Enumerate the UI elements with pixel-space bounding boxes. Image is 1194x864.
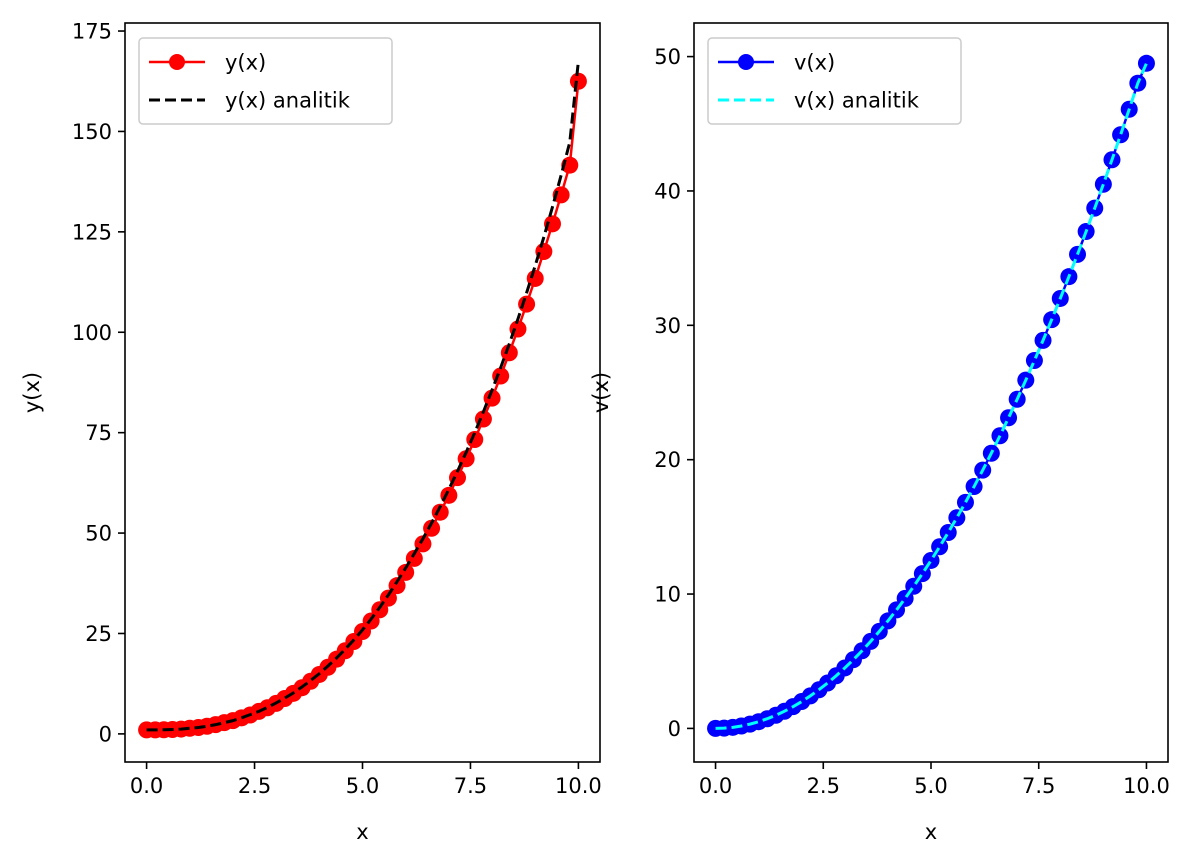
y-tick-label-y-5: 125 bbox=[72, 220, 112, 244]
x-tick-label-y-1: 2.5 bbox=[238, 774, 271, 798]
y-tick-label-v-2: 20 bbox=[654, 448, 681, 472]
y-tick-label-y-1: 25 bbox=[85, 622, 112, 646]
y-tick-label-v-3: 30 bbox=[654, 314, 681, 338]
y-tick-label-y-2: 50 bbox=[85, 522, 112, 546]
data-point-v-34 bbox=[1000, 409, 1018, 427]
legend-box-v bbox=[707, 37, 962, 125]
series-line-dashed-v-1 bbox=[715, 62, 1148, 730]
data-point-y-42 bbox=[500, 344, 518, 362]
x-tick-label-y-4: 10.0 bbox=[555, 774, 602, 798]
data-point-y-38 bbox=[466, 430, 484, 448]
x-tick-label-v-1: 2.5 bbox=[807, 774, 840, 798]
x-tick-label-v-4: 10.0 bbox=[1123, 774, 1170, 798]
data-point-y-47 bbox=[544, 215, 561, 233]
x-axis-label-v: x bbox=[925, 820, 937, 844]
data-point-v-37 bbox=[1025, 352, 1043, 370]
y-tick-label-y-7: 175 bbox=[72, 20, 112, 44]
y-tick-label-y-6: 150 bbox=[72, 120, 112, 144]
legend-box-y bbox=[138, 37, 393, 125]
y-axis-label-v: v(x) bbox=[589, 372, 613, 413]
y-tick-label-v-1: 10 bbox=[654, 583, 681, 607]
y-tick-label-y-3: 75 bbox=[85, 421, 112, 445]
y-tick-label-y-0: 0 bbox=[99, 722, 112, 746]
x-tick-label-y-0: 0.0 bbox=[130, 774, 163, 798]
y-tick-label-v-5: 50 bbox=[654, 45, 681, 69]
chart-panel-y: 0.0 2.5 5.0 7.5 10.0 0 25 50 75 100 125 150 175 x y(x)… bbox=[20, 20, 602, 844]
y-tick-label-v-4: 40 bbox=[654, 179, 681, 203]
data-point-y-35 bbox=[440, 486, 458, 504]
x-tick-label-y-2: 5.0 bbox=[346, 774, 379, 798]
chart-panel-v: 0.0 2.5 5.0 7.5 10.0 0 10 20 30 40 50 x v(x) v(x) v(x)… bbox=[589, 22, 1170, 844]
legend-label-v-1: v(x) analitik bbox=[794, 89, 920, 113]
series-line-dashed-y-1 bbox=[146, 60, 580, 732]
x-axis-label-y: x bbox=[356, 820, 368, 844]
data-point-v-27 bbox=[939, 524, 957, 542]
data-point-y-50 bbox=[569, 72, 587, 90]
x-tick-label-v-2: 5.0 bbox=[914, 774, 947, 798]
x-tick-label-v-0: 0.0 bbox=[699, 774, 732, 798]
data-point-v-26 bbox=[931, 538, 949, 556]
legend-label-y-0: y(x) bbox=[225, 51, 266, 75]
data-point-y-34 bbox=[431, 503, 449, 521]
legend-marker-v-0 bbox=[738, 54, 754, 70]
data-point-y-44 bbox=[518, 295, 536, 313]
legend-label-y-1: y(x) analitik bbox=[225, 89, 351, 113]
data-point-y-40 bbox=[483, 389, 501, 407]
y-tick-label-y-4: 100 bbox=[72, 321, 112, 345]
y-tick-label-v-0: 0 bbox=[668, 717, 681, 741]
data-point-v-50 bbox=[1137, 54, 1155, 72]
data-point-v-28 bbox=[948, 509, 966, 527]
x-tick-label-y-3: 7.5 bbox=[454, 774, 487, 798]
data-point-v-47 bbox=[1112, 126, 1130, 144]
data-point-y-33 bbox=[423, 519, 441, 537]
data-point-v-29 bbox=[956, 493, 974, 511]
x-tick-label-v-3: 7.5 bbox=[1022, 774, 1055, 798]
legend-label-v-0: v(x) bbox=[794, 51, 835, 75]
data-point-y-48 bbox=[552, 186, 570, 204]
y-axis-label-y: y(x) bbox=[20, 372, 44, 413]
legend-marker-y-0 bbox=[169, 54, 185, 70]
